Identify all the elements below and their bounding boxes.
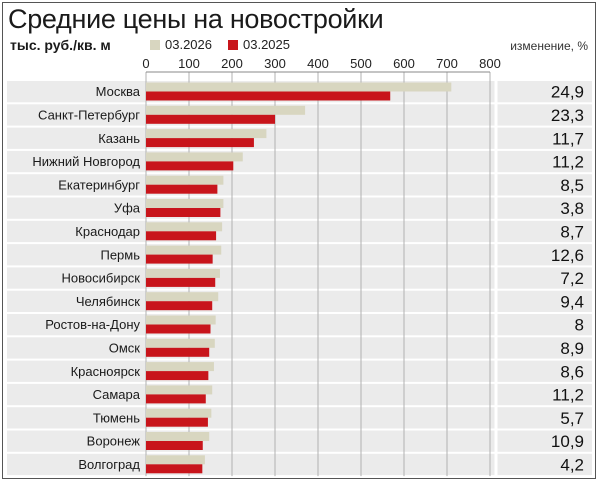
bar-2026 — [146, 315, 216, 325]
category-label: Москва — [96, 84, 141, 99]
change-value: 11,2 — [552, 153, 584, 172]
bar-2025 — [146, 208, 221, 217]
category-label: Самара — [93, 387, 141, 402]
bar-2026 — [146, 338, 215, 348]
bar-2025 — [146, 161, 234, 171]
x-tick-label: 700 — [436, 56, 458, 71]
change-value: 23,3 — [551, 106, 584, 125]
bar-2025 — [146, 184, 218, 194]
category-label: Нижний Новгород — [32, 154, 140, 169]
x-tick-label: 400 — [307, 56, 329, 71]
change-value: 8,5 — [560, 176, 584, 195]
bar-2025 — [146, 324, 211, 334]
bar-2026 — [146, 152, 243, 162]
change-header: изменение, % — [510, 39, 588, 53]
x-tick-label: 0 — [142, 56, 149, 71]
change-value: 11,7 — [552, 129, 584, 148]
change-value: 24,9 — [551, 83, 584, 102]
category-label: Красноярск — [71, 364, 141, 379]
category-label: Пермь — [100, 247, 140, 262]
x-tick-label: 500 — [350, 56, 372, 71]
bar-2026 — [146, 222, 223, 232]
legend-swatch-2026 — [150, 40, 160, 50]
change-value: 11,2 — [552, 386, 584, 405]
category-label: Новосибирск — [62, 271, 141, 286]
bar-2025 — [146, 301, 213, 311]
x-tick-label: 300 — [264, 56, 286, 71]
legend-label-2025: 03.2025 — [243, 37, 290, 52]
chart-title: Средние цены на новостройки — [8, 4, 384, 34]
category-label: Воронеж — [87, 434, 141, 449]
bar-2025 — [146, 138, 254, 148]
bar-2025 — [146, 91, 391, 101]
bar-2026 — [146, 245, 222, 255]
bar-2025 — [146, 371, 209, 381]
legend-swatch-2025 — [228, 40, 238, 50]
change-value: 5,7 — [560, 409, 584, 428]
category-label: Санкт-Петербург — [38, 107, 140, 122]
category-label: Тюмень — [93, 410, 140, 425]
change-value: 8,7 — [560, 222, 584, 241]
legend-label-2026: 03.2026 — [165, 37, 212, 52]
category-label: Уфа — [114, 201, 141, 216]
row-band — [7, 337, 592, 359]
bar-2026 — [146, 455, 205, 465]
change-value: 12,6 — [551, 246, 584, 265]
bar-2025 — [146, 417, 208, 427]
change-value: 8,9 — [560, 339, 584, 358]
category-label: Ростов-на-Дону — [45, 317, 140, 332]
x-tick-label: 200 — [221, 56, 243, 71]
bar-2026 — [146, 82, 452, 92]
category-label: Казань — [98, 131, 140, 146]
unit-label: тыс. руб./кв. м — [10, 37, 111, 53]
legend-item-2025: 03.2025 — [228, 37, 290, 52]
bar-2025 — [146, 347, 210, 357]
bar-2025 — [146, 441, 203, 450]
bar-2026 — [146, 432, 210, 441]
bar-2026 — [146, 408, 212, 418]
category-label: Краснодар — [75, 224, 140, 239]
change-value: 10,9 — [551, 432, 584, 451]
change-value: 9,4 — [560, 292, 584, 311]
bar-2026 — [146, 199, 224, 208]
bar-2026 — [146, 362, 214, 372]
bar-2025 — [146, 114, 275, 124]
change-value: 7,2 — [560, 269, 584, 288]
x-tick-label: 100 — [178, 56, 200, 71]
bar-2026 — [146, 385, 213, 395]
bar-2026 — [146, 105, 306, 115]
x-tick-label: 800 — [479, 56, 501, 71]
change-value: 8,6 — [560, 362, 584, 381]
bar-2025 — [146, 277, 216, 287]
category-label: Омск — [109, 340, 141, 355]
bar-2025 — [146, 254, 213, 264]
category-label: Волгоград — [78, 457, 140, 472]
row-band — [7, 244, 592, 266]
row-band — [7, 197, 592, 219]
bar-2026 — [146, 175, 224, 185]
bar-2025 — [146, 231, 217, 241]
legend-item-2026: 03.2026 — [150, 37, 212, 52]
bar-2025 — [146, 464, 203, 474]
bar-2026 — [146, 129, 267, 139]
change-value: 4,2 — [560, 455, 584, 474]
bar-2025 — [146, 394, 206, 404]
category-label: Челябинск — [76, 294, 140, 309]
x-tick-label: 600 — [393, 56, 415, 71]
row-band — [7, 127, 592, 149]
change-value: 3,8 — [560, 199, 584, 218]
bar-2026 — [146, 292, 219, 302]
category-label: Екатеринбург — [58, 177, 140, 192]
bar-2026 — [146, 268, 220, 278]
change-value: 8 — [575, 316, 584, 335]
